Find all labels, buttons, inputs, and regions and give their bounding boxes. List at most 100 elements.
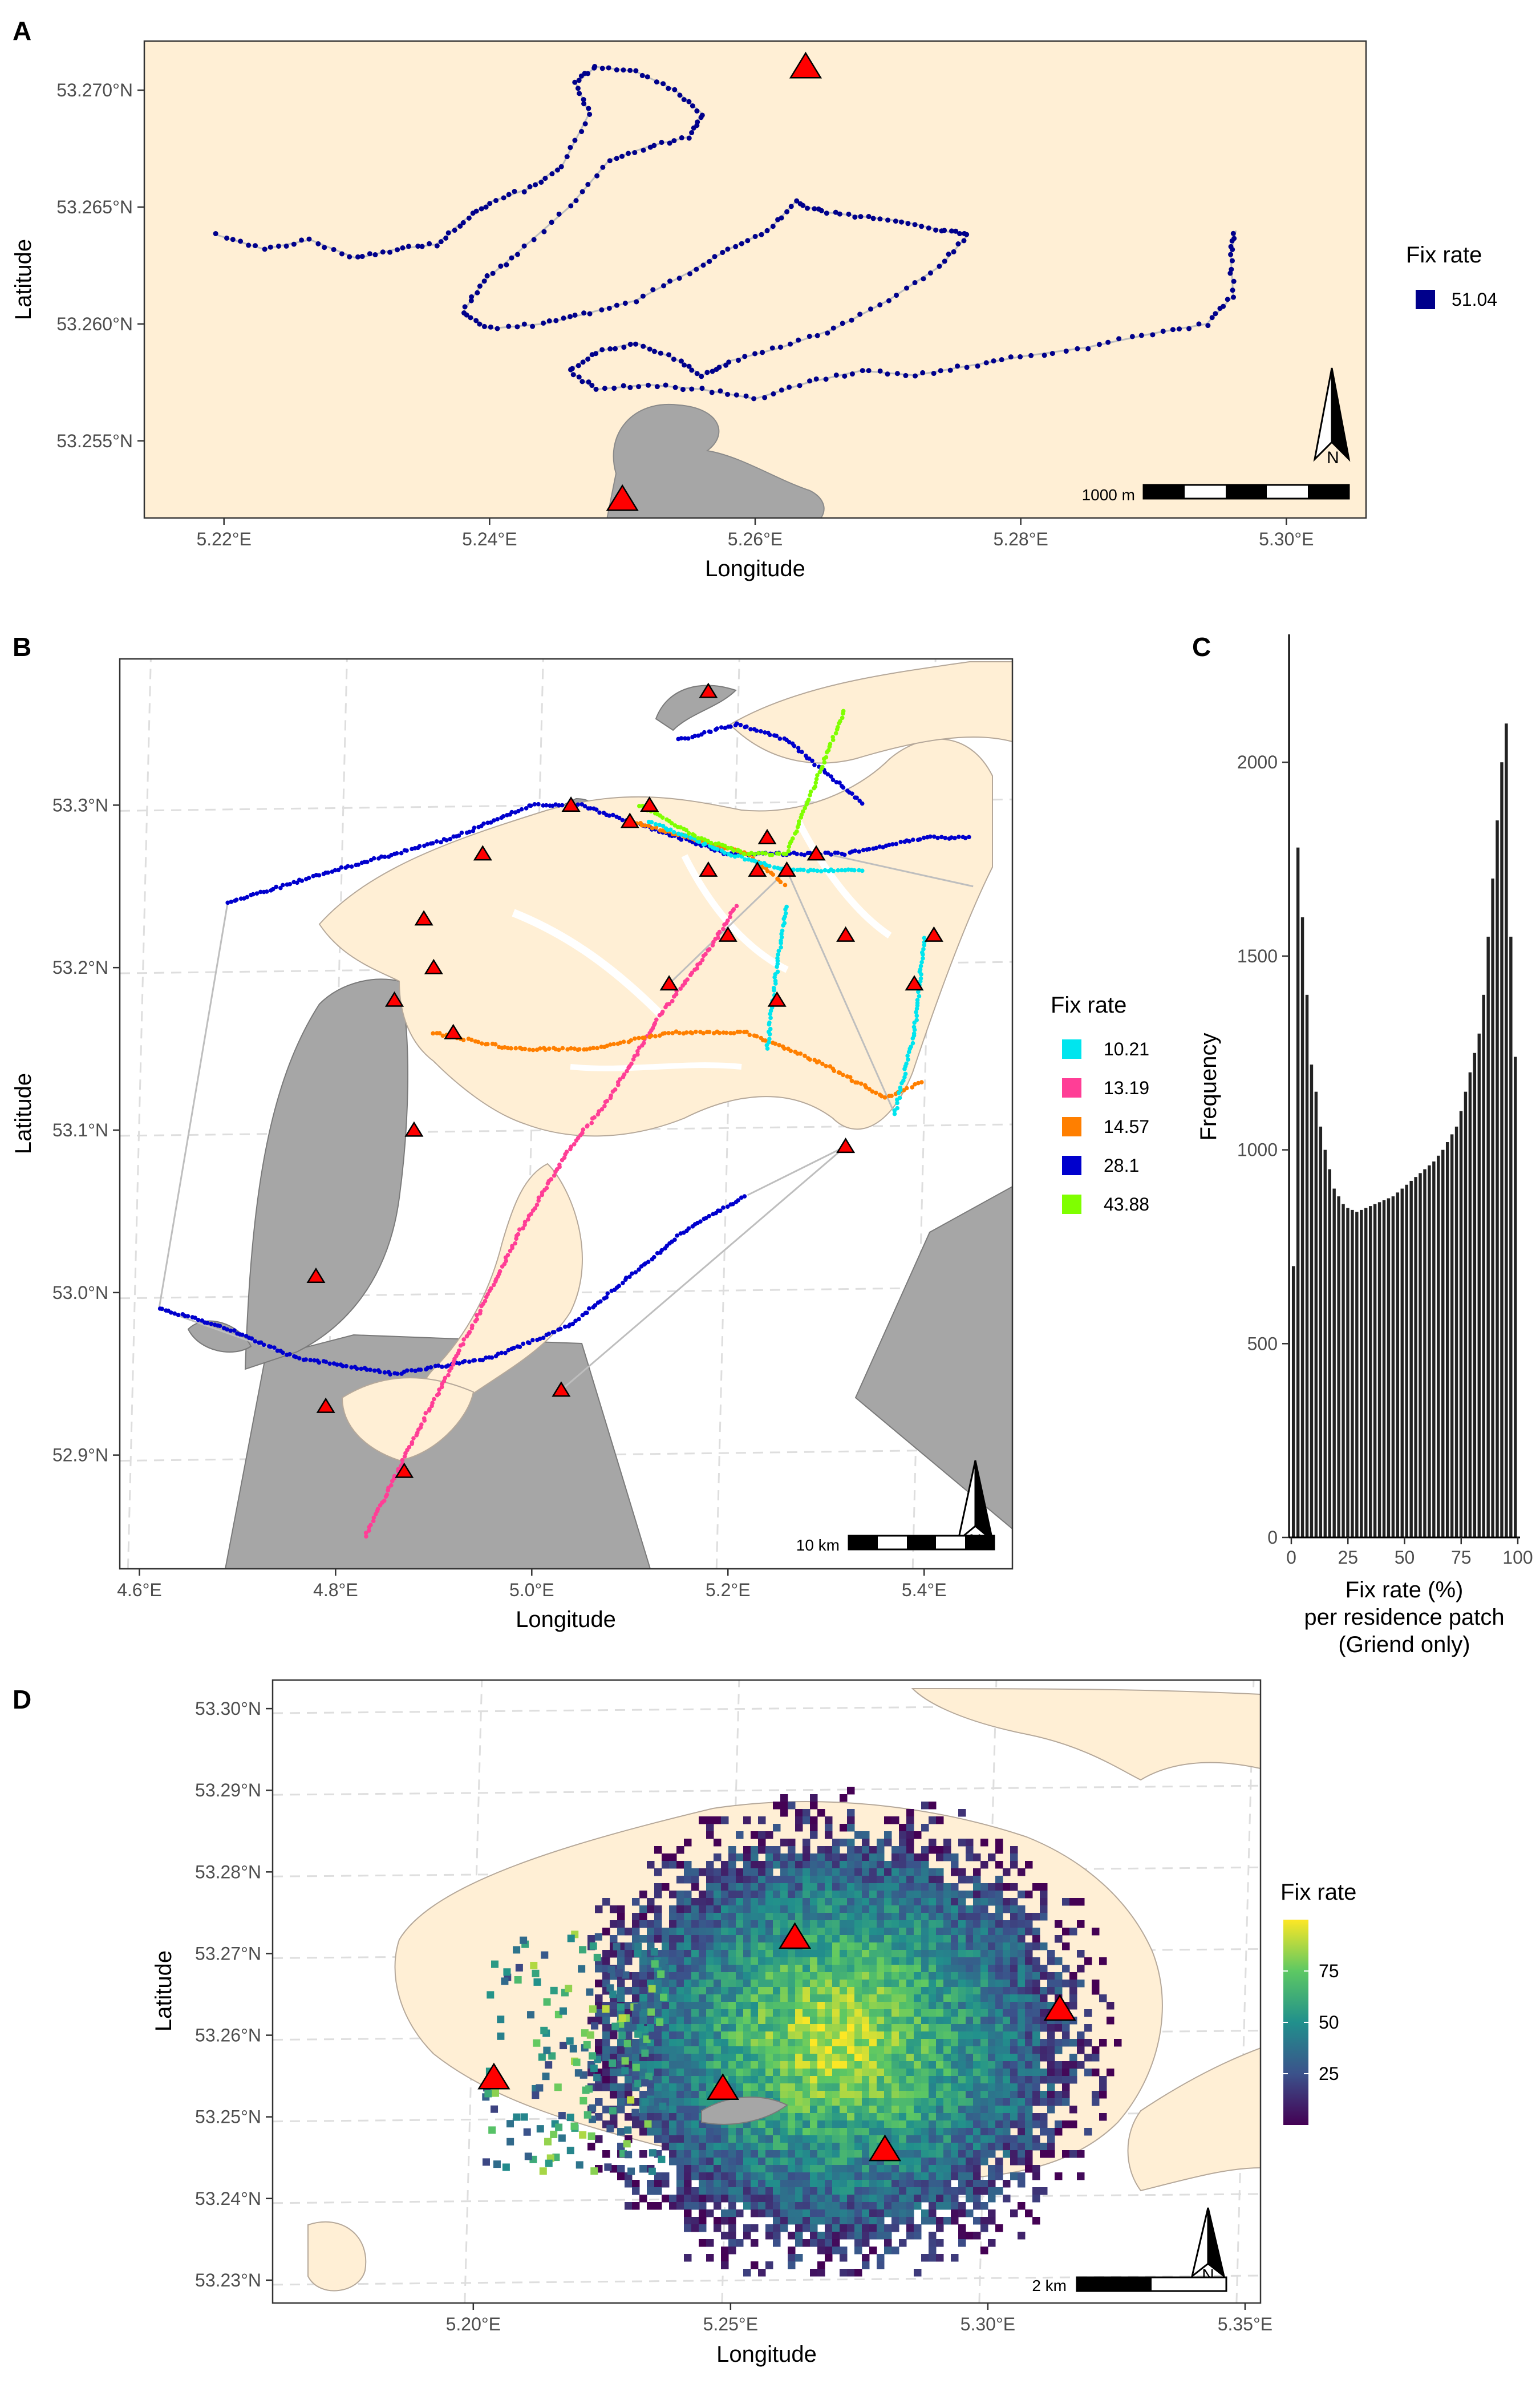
panel-b-mainland-east bbox=[854, 1185, 1012, 1530]
panel-d-heat-cell bbox=[758, 2158, 766, 2166]
panel-d-heat-cell bbox=[980, 2120, 988, 2128]
panel-d-heat-cell bbox=[773, 1905, 781, 1913]
panel-d-heat-cell bbox=[1062, 2150, 1070, 2158]
panel-d-heat-cell bbox=[862, 2098, 870, 2106]
panel-d-heat-cell bbox=[714, 1816, 722, 1824]
panel-d-heat-cell bbox=[973, 2217, 981, 2225]
panel-d-heat-cell bbox=[877, 2024, 885, 2032]
panel-d-heat-cell bbox=[973, 2046, 981, 2054]
panel-d-heat-cell bbox=[847, 2120, 855, 2128]
panel-b-fix-point bbox=[461, 1342, 465, 1347]
panel-a-y-tick-label: 53.260°N bbox=[56, 314, 133, 334]
panel-d-heat-cell bbox=[1047, 2150, 1055, 2158]
panel-b-fix-point bbox=[795, 1051, 800, 1056]
panel-d-heat-cell bbox=[810, 2061, 818, 2069]
panel-d-heat-cell bbox=[825, 1913, 833, 1921]
panel-b-fix-point bbox=[662, 1031, 667, 1035]
panel-d-heat-cell bbox=[1018, 2083, 1026, 2091]
panel-d-heat-cell bbox=[1010, 2209, 1018, 2217]
panel-d-heat-cell bbox=[906, 2061, 914, 2069]
panel-d-heat-cell bbox=[621, 2057, 629, 2065]
panel-d-heat-cell bbox=[951, 2172, 959, 2180]
panel-b-fix-point bbox=[657, 823, 662, 827]
panel-d-heat-cell bbox=[891, 2209, 899, 2217]
panel-c-bar bbox=[1368, 1206, 1372, 1537]
panel-d-heat-cell bbox=[825, 2046, 833, 2054]
panel-d-heat-cell bbox=[832, 1853, 840, 1861]
panel-d-heat-cell bbox=[988, 1994, 996, 2002]
panel-d-heat-cell bbox=[587, 2132, 595, 2140]
panel-d-heat-cell bbox=[765, 1920, 773, 1928]
panel-d-heat-cell bbox=[877, 1987, 885, 1995]
panel-d-heat-cell bbox=[706, 1928, 714, 1936]
panel-d-heat-cell bbox=[966, 2046, 974, 2054]
panel-b-fix-point bbox=[382, 1370, 387, 1375]
panel-d-heat-cell bbox=[980, 1994, 988, 2002]
panel-d-heat-cell bbox=[951, 1987, 959, 1995]
panel-d-heat-cell bbox=[639, 2017, 647, 2025]
panel-d-heat-cell bbox=[1010, 1994, 1018, 2002]
panel-d-heat-cell bbox=[980, 1920, 988, 1928]
panel-d-heat-cell bbox=[869, 2143, 877, 2151]
panel-d-heat-cell bbox=[854, 2209, 862, 2217]
panel-d-heat-cell bbox=[691, 1868, 699, 1876]
panel-d-heat-cell bbox=[699, 1816, 707, 1824]
panel-d-heat-cell bbox=[817, 1987, 825, 1995]
panel-b-fix-point bbox=[708, 840, 714, 845]
panel-d-heat-cell bbox=[1018, 1972, 1026, 1980]
panel-d-heat-cell bbox=[847, 1920, 855, 1928]
panel-d-heat-cell bbox=[817, 2232, 825, 2240]
panel-d-heat-cell bbox=[921, 2165, 929, 2173]
panel-b-fix-point bbox=[738, 723, 743, 727]
panel-d-heat-cell bbox=[676, 1980, 684, 1988]
panel-d-heat-cell bbox=[936, 2083, 944, 2091]
panel-d-heat-cell bbox=[1032, 2120, 1040, 2128]
panel-d-heat-cell bbox=[751, 2076, 759, 2084]
panel-a-north-arrow-icon: N bbox=[1313, 367, 1351, 467]
panel-d-heat-cell bbox=[906, 2202, 914, 2210]
panel-c-bar bbox=[1360, 1209, 1363, 1537]
panel-b-fix-point bbox=[209, 1321, 213, 1326]
panel-d-heat-cell bbox=[691, 2061, 699, 2069]
panel-d-heat-cell bbox=[669, 2009, 677, 2017]
panel-b-fix-point bbox=[516, 808, 521, 813]
panel-d-heat-cell bbox=[929, 1935, 937, 1943]
panel-b-receiver-triangle bbox=[748, 861, 767, 877]
panel-d-heat-cell bbox=[743, 1816, 751, 1824]
panel-b-fix-point bbox=[427, 1407, 432, 1411]
panel-a-fix-point bbox=[1129, 334, 1135, 339]
panel-d-heat-cell bbox=[1084, 2128, 1092, 2136]
panel-a-scale-label: 1000 m bbox=[1082, 486, 1135, 504]
panel-d-heat-cell bbox=[995, 1876, 1003, 1884]
panel-d-heat-cell bbox=[988, 1980, 996, 1988]
panel-d-heat-cell bbox=[958, 2031, 966, 2039]
panel-d-heat-cell bbox=[832, 1980, 840, 1988]
panel-d-heat-cell bbox=[736, 1965, 744, 1973]
panel-d-heat-cell bbox=[669, 2076, 677, 2084]
panel-d-heat-cell bbox=[840, 2202, 848, 2210]
panel-a-fix-point bbox=[445, 230, 451, 236]
panel-d-heat-cell bbox=[788, 2061, 796, 2069]
panel-d-heat-cell bbox=[899, 1980, 907, 1988]
panel-d-heat-cell bbox=[973, 2187, 981, 2195]
panel-d-heat-cell bbox=[541, 1951, 549, 1959]
panel-d-y-axis: 53.23°N53.24°N53.25°N53.26°N53.27°N53.28… bbox=[195, 1698, 273, 2290]
panel-d-heat-cell bbox=[714, 2046, 722, 2054]
panel-a-fix-point bbox=[1231, 294, 1237, 300]
panel-d-heat-cell bbox=[943, 1980, 951, 1988]
panel-b-connector bbox=[786, 869, 895, 1115]
panel-d-heat-cell bbox=[906, 1972, 914, 1980]
panel-d-heat-cell bbox=[699, 1942, 707, 1950]
panel-d-heat-cell bbox=[699, 2187, 707, 2195]
panel-d-heat-cell bbox=[936, 1980, 944, 1988]
panel-d-heat-cell bbox=[728, 2239, 736, 2247]
panel-d-heat-cell bbox=[988, 1950, 996, 1958]
panel-d-heat-cell bbox=[633, 2004, 641, 2011]
panel-d-heat-cell bbox=[884, 2083, 892, 2091]
panel-a-fix-point bbox=[479, 206, 484, 212]
panel-d-heat-cell bbox=[936, 1876, 944, 1884]
panel-d-heat-cell bbox=[706, 1950, 714, 1958]
panel-d-heat-cell bbox=[832, 2172, 840, 2180]
panel-d-heat-cell bbox=[825, 1891, 833, 1899]
panel-b-fix-point bbox=[679, 832, 684, 837]
